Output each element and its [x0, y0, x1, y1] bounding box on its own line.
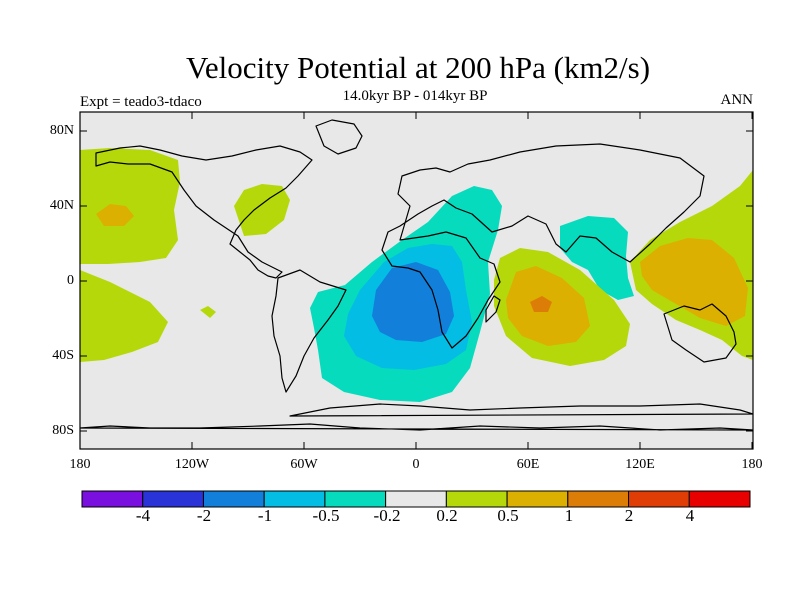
contour-pos-02-epac	[80, 270, 168, 362]
colorbar-box-7	[506, 490, 569, 508]
xtick-60w: 60W	[290, 457, 318, 472]
season-label: ANN	[720, 92, 754, 108]
coastline-1	[271, 269, 347, 393]
ytick-80s: 80S	[52, 423, 74, 438]
coastline-6	[289, 403, 753, 417]
experiment-label: Expt = teado3-tdaco	[80, 94, 202, 110]
contour-pos-02-america	[234, 184, 290, 236]
colorbar-box-1	[142, 490, 204, 508]
colorbar-label-4: -0.5	[312, 506, 340, 525]
xtick-180e: 180	[741, 457, 763, 472]
colorbar-box-3	[263, 490, 326, 508]
xtick-120e: 120E	[625, 457, 655, 472]
colorbar-box-10	[688, 490, 751, 508]
ytick-40n: 40N	[49, 198, 74, 213]
colorbar-box-0	[81, 490, 144, 508]
map-title: Velocity Potential at 200 hPa (km2/s)	[185, 50, 651, 85]
coastlines	[80, 119, 753, 431]
colorbar-box-4	[324, 490, 387, 508]
ytick-80n: 80N	[49, 123, 74, 138]
colorbar-label-2: -2	[196, 506, 212, 525]
contour-neg-1-atlantic	[372, 262, 454, 342]
coastline-4	[485, 295, 501, 323]
coastline-3	[381, 143, 705, 349]
xtick-180w: 180	[69, 457, 91, 472]
colorbar-label-8: 1	[564, 506, 574, 525]
xtick-120w: 120W	[174, 457, 210, 472]
contour-pos-1-indian	[530, 296, 552, 312]
colorbar-box-5	[385, 490, 447, 508]
colorbar-box-6	[445, 490, 508, 508]
contour-pos-02-spac	[200, 306, 216, 318]
colorbar-label-10: 4	[685, 506, 695, 525]
colorbar-box-8	[567, 490, 630, 508]
colorbar-box-9	[628, 490, 690, 508]
colorbar-label-3: -1	[257, 506, 273, 525]
contour-field	[80, 148, 753, 402]
colorbar-label-6: 0.2	[436, 506, 458, 525]
axis-ticks	[79, 112, 753, 449]
colorbar	[81, 490, 751, 508]
colorbar-label-5: -0.2	[373, 506, 401, 525]
contour-pos-05-wpac	[640, 238, 748, 326]
colorbar-box-2	[202, 490, 265, 508]
coastline-0	[95, 145, 313, 279]
colorbar-label-7: 0.5	[497, 506, 519, 525]
contour-pos-05-npac	[96, 204, 134, 226]
ytick-0: 0	[67, 273, 74, 288]
ytick-40s: 40S	[52, 348, 74, 363]
xtick-60e: 60E	[516, 457, 540, 472]
coastline-5	[663, 303, 737, 363]
map-subtitle: 14.0kyr BP - 014kyr BP	[342, 88, 488, 104]
colorbar-label-1: -4	[135, 506, 151, 525]
contour-pos-02-npac	[80, 148, 180, 264]
colorbar-label-9: 2	[624, 506, 634, 525]
coastline-2	[315, 119, 363, 155]
xtick-0: 0	[412, 457, 420, 472]
coastline-7	[80, 423, 753, 431]
